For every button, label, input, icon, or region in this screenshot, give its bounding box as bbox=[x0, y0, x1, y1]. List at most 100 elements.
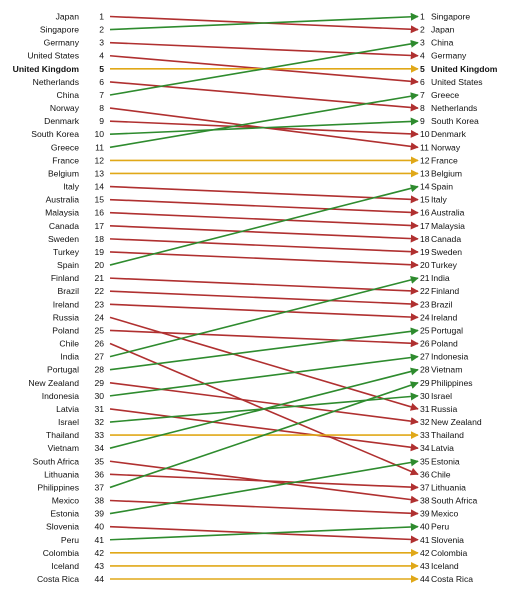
right-rank-number: 13 bbox=[420, 168, 430, 178]
right-country-label: United Kingdom bbox=[431, 64, 498, 74]
left-country-label: China bbox=[57, 90, 80, 100]
left-country-label: Brazil bbox=[58, 286, 80, 296]
right-rank-number: 31 bbox=[420, 404, 430, 414]
left-country-label: Australia bbox=[46, 195, 80, 205]
left-rank-number: 4 bbox=[99, 51, 104, 61]
left-rank-number: 25 bbox=[94, 325, 104, 335]
left-rank-number: 31 bbox=[94, 404, 104, 414]
left-country-label: Costa Rica bbox=[37, 574, 79, 584]
left-rank-number: 27 bbox=[94, 352, 104, 362]
left-rank-number: 10 bbox=[94, 129, 104, 139]
right-country-label: Thailand bbox=[431, 430, 464, 440]
left-rank-number: 43 bbox=[94, 561, 104, 571]
right-country-label: Iceland bbox=[431, 561, 459, 571]
right-rank-number: 33 bbox=[420, 430, 430, 440]
right-rank-number: 29 bbox=[420, 378, 430, 388]
left-country-label: Portugal bbox=[47, 365, 79, 375]
right-country-label: Israel bbox=[431, 391, 452, 401]
right-rank-labels: 2 Japan 1 Singapore 4 Germany 6 United States 5 U… bbox=[420, 12, 498, 585]
right-rank-number: 34 bbox=[420, 443, 430, 453]
right-rank-number: 42 bbox=[420, 548, 430, 558]
right-rank-number: 30 bbox=[420, 391, 430, 401]
right-country-label: Turkey bbox=[431, 260, 458, 270]
left-country-label: Netherlands bbox=[33, 77, 79, 87]
left-country-label: France bbox=[52, 155, 79, 165]
right-rank-number: 6 bbox=[420, 77, 425, 87]
left-country-label: Norway bbox=[50, 103, 80, 113]
left-rank-number: 9 bbox=[99, 116, 104, 126]
left-country-label: South Korea bbox=[31, 129, 79, 139]
right-country-label: Italy bbox=[431, 195, 447, 205]
left-rank-number: 2 bbox=[99, 25, 104, 35]
right-country-label: Japan bbox=[431, 25, 455, 35]
right-country-label: Slovenia bbox=[431, 535, 464, 545]
right-country-label: Norway bbox=[431, 142, 461, 152]
right-country-label: Sweden bbox=[431, 247, 462, 257]
left-country-label: Slovenia bbox=[46, 522, 79, 532]
rank-line-germany bbox=[109, 41, 419, 60]
left-country-label: Spain bbox=[57, 260, 79, 270]
left-rank-number: 14 bbox=[94, 182, 104, 192]
rank-line-peru bbox=[109, 522, 419, 541]
rank-line-new-zealand bbox=[109, 381, 419, 426]
left-country-label: South Africa bbox=[33, 456, 80, 466]
right-country-label: Chile bbox=[431, 469, 451, 479]
left-rank-number: 28 bbox=[94, 365, 104, 375]
rank-line-turkey bbox=[109, 251, 419, 269]
left-rank-number: 26 bbox=[94, 339, 104, 349]
rank-line-estonia bbox=[109, 458, 419, 515]
right-country-label: Costa Rica bbox=[431, 574, 473, 584]
left-rank-number: 41 bbox=[94, 535, 104, 545]
right-rank-number: 5 bbox=[420, 64, 425, 74]
left-rank-number: 21 bbox=[94, 273, 104, 283]
left-rank-number: 8 bbox=[99, 103, 104, 113]
right-rank-number: 8 bbox=[420, 103, 425, 113]
right-rank-number: 26 bbox=[420, 339, 430, 349]
right-country-label: United States bbox=[431, 77, 483, 87]
left-rank-number: 16 bbox=[94, 208, 104, 218]
right-rank-number: 20 bbox=[420, 260, 430, 270]
left-rank-number: 5 bbox=[99, 64, 104, 74]
rank-line-italy bbox=[109, 185, 419, 204]
rank-line-vietnam bbox=[109, 367, 419, 449]
left-rank-number: 23 bbox=[94, 299, 104, 309]
right-rank-number: 32 bbox=[420, 417, 430, 427]
right-country-label: Canada bbox=[431, 234, 461, 244]
rank-change-lines bbox=[109, 12, 419, 583]
left-country-label: Colombia bbox=[43, 548, 80, 558]
right-country-label: New Zealand bbox=[431, 417, 482, 427]
left-rank-number: 15 bbox=[94, 195, 104, 205]
right-country-label: Spain bbox=[431, 182, 453, 192]
right-rank-number: 17 bbox=[420, 221, 430, 231]
left-country-label: India bbox=[60, 352, 79, 362]
right-rank-number: 39 bbox=[420, 509, 430, 519]
left-rank-number: 33 bbox=[94, 430, 104, 440]
left-rank-number: 34 bbox=[94, 443, 104, 453]
left-country-label: Mexico bbox=[52, 496, 79, 506]
right-country-label: Greece bbox=[431, 90, 459, 100]
left-country-label: Thailand bbox=[46, 430, 79, 440]
right-country-label: Mexico bbox=[431, 509, 458, 519]
right-country-label: Brazil bbox=[431, 299, 453, 309]
left-country-label: Peru bbox=[61, 535, 79, 545]
right-rank-number: 1 bbox=[420, 12, 425, 22]
left-country-label: Japan bbox=[56, 12, 80, 22]
right-rank-number: 18 bbox=[420, 234, 430, 244]
right-rank-number: 24 bbox=[420, 312, 430, 322]
right-rank-number: 43 bbox=[420, 561, 430, 571]
rank-line-ireland bbox=[109, 303, 419, 322]
right-rank-number: 14 bbox=[420, 182, 430, 192]
left-country-label: United States bbox=[27, 51, 79, 61]
left-country-label: Russia bbox=[53, 312, 79, 322]
right-country-label: Netherlands bbox=[431, 103, 477, 113]
rank-line-netherlands bbox=[109, 81, 419, 112]
right-rank-number: 4 bbox=[420, 51, 425, 61]
rank-line-australia bbox=[109, 198, 419, 217]
left-country-label: Indonesia bbox=[42, 391, 79, 401]
rank-line-greece bbox=[109, 92, 419, 149]
left-rank-number: 29 bbox=[94, 378, 104, 388]
left-country-label: Israel bbox=[58, 417, 79, 427]
right-rank-number: 19 bbox=[420, 247, 430, 257]
right-country-label: South Korea bbox=[431, 116, 479, 126]
right-rank-number: 37 bbox=[420, 482, 430, 492]
